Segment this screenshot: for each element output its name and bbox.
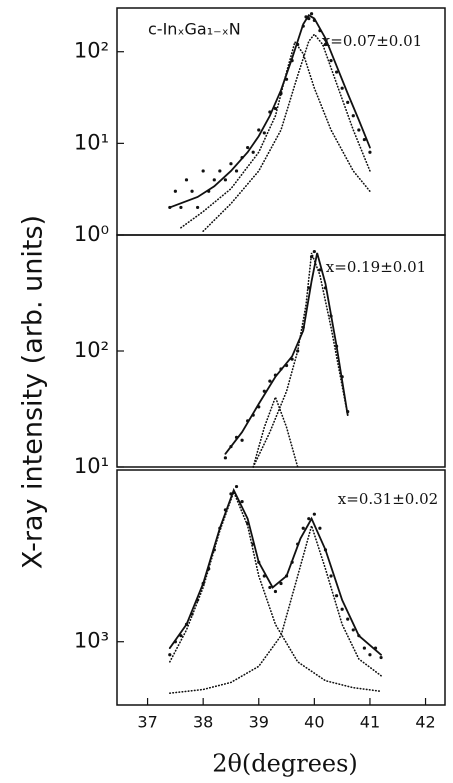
data-point xyxy=(323,42,328,47)
data-point xyxy=(368,653,372,657)
data-point xyxy=(251,150,255,154)
data-point xyxy=(307,517,311,521)
x-tick-label: 42 xyxy=(415,713,435,732)
x-tick-label: 41 xyxy=(360,713,380,732)
data-point xyxy=(179,205,183,210)
data-point xyxy=(273,106,278,111)
x-tick-label: 38 xyxy=(193,713,213,732)
x-tick-label: 39 xyxy=(249,713,269,732)
data-point xyxy=(362,646,366,650)
data-point xyxy=(309,12,314,16)
data-point xyxy=(357,128,361,132)
annotation: x=0.19±0.01 xyxy=(326,258,426,276)
y-tick-label: 10⁰ xyxy=(74,222,109,246)
data-point xyxy=(368,150,372,154)
data-point xyxy=(362,137,366,142)
fit-line xyxy=(224,252,349,455)
data-point xyxy=(268,585,272,590)
data-point xyxy=(268,379,272,383)
x-axis-label: 2θ(degrees) xyxy=(212,750,358,778)
data-point xyxy=(196,205,200,210)
data-point xyxy=(312,249,316,254)
data-point xyxy=(223,178,228,182)
data-point xyxy=(229,162,233,166)
x-tick-label: 40 xyxy=(304,713,324,732)
data-point xyxy=(246,145,250,150)
component-line xyxy=(180,40,371,229)
data-point xyxy=(234,169,239,173)
data-point xyxy=(273,589,278,594)
fit-line xyxy=(168,487,382,656)
data-point xyxy=(257,128,261,132)
data-point xyxy=(346,617,350,621)
fit-line xyxy=(168,14,371,209)
data-point xyxy=(351,114,355,118)
data-point xyxy=(240,438,244,442)
data-point xyxy=(346,100,350,104)
component-line xyxy=(252,394,299,468)
data-point xyxy=(262,131,266,135)
data-point xyxy=(184,178,189,182)
data-point xyxy=(201,169,205,173)
data-point xyxy=(212,178,216,182)
plot-frame xyxy=(116,469,446,706)
x-tick-label: 37 xyxy=(137,713,157,732)
data-point xyxy=(329,59,333,63)
data-point xyxy=(329,574,333,578)
data-point xyxy=(351,628,355,632)
data-point xyxy=(223,456,228,460)
data-point xyxy=(240,499,244,504)
y-tick-label: 10¹ xyxy=(74,130,109,154)
component-line xyxy=(169,522,382,694)
data-point xyxy=(218,169,222,173)
data-point xyxy=(334,594,339,598)
data-point xyxy=(379,655,383,660)
y-tick-label: 10² xyxy=(74,338,109,362)
data-point xyxy=(234,484,239,489)
annotation: x=0.31±0.02 xyxy=(338,490,438,508)
y-tick-label: 10¹ xyxy=(74,454,109,478)
data-point xyxy=(279,581,283,586)
data-point xyxy=(340,607,344,611)
data-point xyxy=(334,70,339,74)
y-axis-label: X-ray intensity (arb. units) xyxy=(18,215,49,569)
data-point xyxy=(312,512,316,516)
data-point xyxy=(318,526,322,530)
data-point xyxy=(340,86,344,90)
data-point xyxy=(190,189,194,193)
data-point xyxy=(301,526,305,530)
annotation: c-InₓGa₁₋ₓN xyxy=(148,20,241,39)
y-tick-label: 10³ xyxy=(74,629,109,653)
y-tick-label: 10² xyxy=(74,39,109,63)
component-line xyxy=(252,252,349,468)
annotation: x=0.07±0.01 xyxy=(322,32,422,50)
data-point xyxy=(168,653,172,657)
component-line xyxy=(169,489,382,693)
component-line xyxy=(202,33,371,233)
data-point xyxy=(173,189,177,193)
